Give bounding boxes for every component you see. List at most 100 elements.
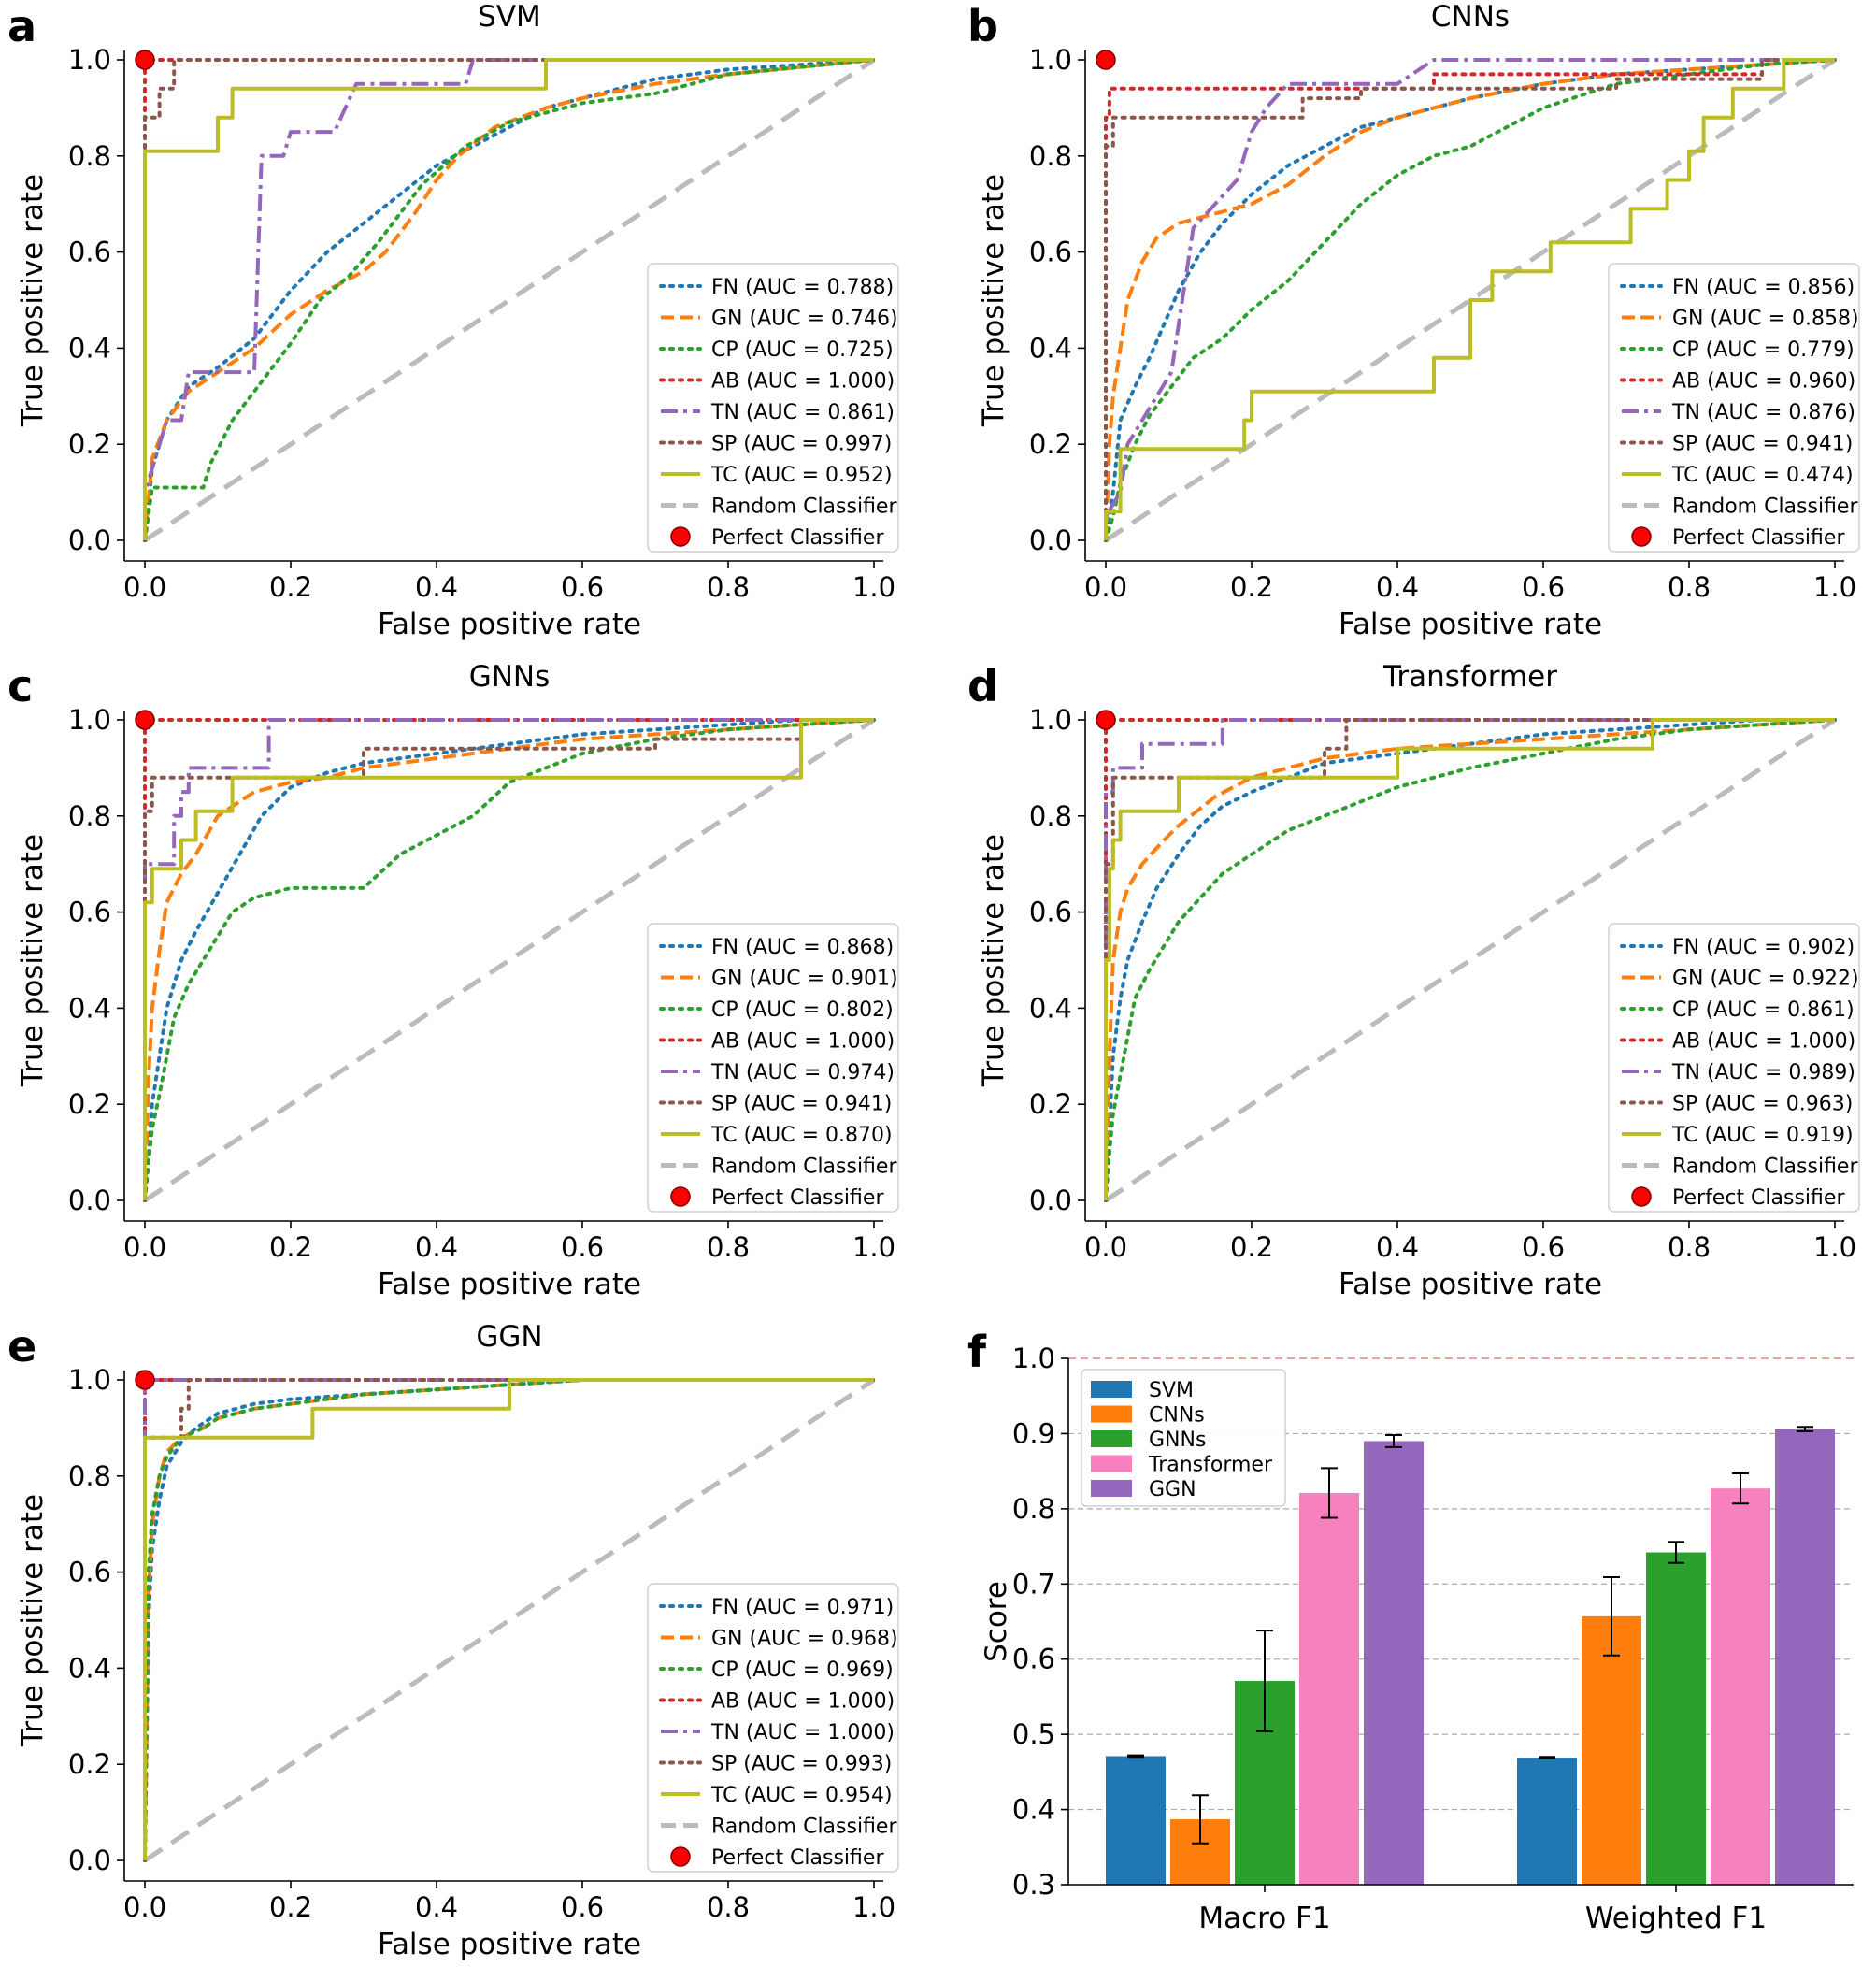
y-axis-label: True positive rate — [16, 834, 50, 1087]
x-tick-label: 0.4 — [415, 1231, 458, 1263]
y-tick-label: 0.2 — [68, 1748, 111, 1780]
legend-label: Transformer — [1148, 1454, 1273, 1477]
legend-label: CP (AUC = 0.861) — [1672, 998, 1855, 1022]
random-classifier-line — [143, 1377, 876, 1863]
x-tick-label: 0.8 — [707, 1891, 750, 1923]
y-tick-label: 0.0 — [1029, 1185, 1072, 1216]
legend-label: SP (AUC = 0.963) — [1672, 1093, 1853, 1116]
legend-label: AB (AUC = 1.000) — [711, 370, 895, 394]
legend-box — [1081, 1369, 1286, 1507]
legend-label: GN (AUC = 0.901) — [711, 968, 898, 991]
y-tick-label: 0.6 — [68, 1557, 111, 1588]
panel-f: f 0.3 0.4 0.5 0.6 0.7 0.8 0.9 1.0 Macro F1 Weighte… — [967, 1327, 1854, 1935]
x-axis-label: False positive rate — [378, 1928, 641, 1961]
legend: FN (AUC = 0.788) GN (AUC = 0.746) CP (AUC … — [647, 263, 899, 553]
legend-label: Perfect Classifier — [711, 1186, 884, 1210]
x-tick-label: 0.2 — [269, 1231, 312, 1263]
x-tick-label: 0.2 — [1230, 1231, 1273, 1263]
x-axis-label: False positive rate — [1339, 608, 1602, 641]
perfect-classifier-point — [1096, 710, 1116, 730]
legend-label: SP (AUC = 0.941) — [1672, 433, 1853, 456]
roc-curve-tc — [143, 58, 874, 540]
legend-label: GNNs — [1149, 1429, 1206, 1452]
legend-label: Perfect Classifier — [711, 526, 884, 550]
panel-letter: f — [967, 1327, 987, 1377]
y-tick-label: 0.4 — [1029, 332, 1072, 364]
legend: FN (AUC = 0.868) GN (AUC = 0.901) CP (AUC … — [647, 923, 899, 1213]
x-tick-label: 0.0 — [123, 1231, 166, 1263]
y-tick-label: 0.8 — [1029, 140, 1072, 172]
y-tick-label: 0.7 — [1012, 1568, 1055, 1600]
legend-label: CP (AUC = 0.802) — [711, 998, 894, 1022]
x-tick-label: 1.0 — [852, 1891, 895, 1923]
roc-curve-cp — [1104, 58, 1837, 542]
x-tick-label: Macro F1 — [1198, 1902, 1330, 1935]
legend-swatch-perfect — [1631, 1186, 1652, 1207]
y-axis-label: Score — [980, 1581, 1013, 1662]
legend-label: CNNs — [1149, 1404, 1205, 1428]
y-tick-label: 0.8 — [68, 140, 111, 172]
y-axis-label: True positive rate — [16, 174, 50, 427]
y-tick-label: 0.4 — [68, 332, 111, 364]
perfect-classifier-point — [135, 1370, 155, 1390]
x-tick-label: 0.4 — [415, 571, 458, 603]
bar-transformer — [1711, 1488, 1770, 1885]
legend: FN (AUC = 0.856) GN (AUC = 0.858) CP (AUC … — [1608, 263, 1860, 553]
y-tick-label: 1.0 — [68, 44, 111, 76]
legend-box — [647, 263, 899, 553]
legend-label: CP (AUC = 0.725) — [711, 338, 894, 362]
panel-e: e GGN 0.0 0.2 0.4 0.6 0.8 1.0 0.0 0.2 0.4 0.6 0.8 1.0… — [7, 1320, 899, 1961]
legend-swatch-transformer — [1091, 1455, 1132, 1472]
roc-curve-tc — [1104, 58, 1835, 540]
legend: FN (AUC = 0.971) GN (AUC = 0.968) CP (AUC … — [647, 1583, 899, 1873]
y-tick-label: 0.8 — [68, 800, 111, 832]
legend-label: TC (AUC = 0.919) — [1671, 1124, 1854, 1147]
legend-label: FN (AUC = 0.788) — [711, 276, 894, 299]
legend-swatch-perfect — [1631, 526, 1652, 547]
legend-label: AB (AUC = 0.960) — [1672, 370, 1855, 394]
y-tick-label: 0.4 — [68, 992, 111, 1024]
x-axis-label: False positive rate — [378, 608, 641, 641]
roc-curve-cp — [1104, 718, 1837, 1202]
y-tick-label: 1.0 — [68, 704, 111, 736]
legend-label: Perfect Classifier — [711, 1846, 884, 1870]
y-tick-label: 1.0 — [68, 1364, 111, 1396]
roc-curve-cp — [143, 718, 876, 1202]
legend-swatch-svm — [1091, 1381, 1132, 1398]
y-axis-label: True positive rate — [977, 834, 1010, 1087]
y-axis-label: True positive rate — [16, 1494, 50, 1747]
x-tick-label: 1.0 — [852, 571, 895, 603]
roc-curve-tn — [1104, 718, 1835, 1200]
legend-label: TN (AUC = 0.861) — [710, 401, 895, 424]
legend-label: TC (AUC = 0.474) — [1671, 464, 1854, 487]
x-axis-label: False positive rate — [1339, 1268, 1602, 1301]
legend-label: GGN — [1149, 1478, 1196, 1501]
legend-label: Perfect Classifier — [1672, 526, 1845, 550]
x-tick-label: 0.8 — [707, 1231, 750, 1263]
legend-label: Random Classifier — [711, 495, 897, 519]
x-tick-label: 0.8 — [1668, 571, 1711, 603]
roc-curve-gn — [143, 718, 875, 1201]
legend-swatch-cnns — [1091, 1405, 1132, 1423]
legend-box — [647, 1583, 899, 1873]
legend-swatch-ggn — [1091, 1480, 1132, 1497]
legend: FN (AUC = 0.902) GN (AUC = 0.922) CP (AUC … — [1608, 923, 1860, 1213]
legend-label: SVM — [1149, 1379, 1194, 1402]
roc-curve-tc — [1104, 718, 1835, 1200]
legend-box — [1608, 923, 1860, 1213]
y-tick-label: 0.0 — [68, 1845, 111, 1876]
bar-svm — [1106, 1756, 1166, 1885]
legend-box — [1608, 263, 1860, 553]
y-tick-label: 0.0 — [68, 524, 111, 556]
random-classifier-line — [143, 57, 876, 543]
legend-label: FN (AUC = 0.971) — [711, 1596, 894, 1619]
legend-label: TC (AUC = 0.952) — [710, 464, 893, 487]
legend-label: GN (AUC = 0.968) — [711, 1628, 898, 1651]
y-tick-label: 0.4 — [68, 1652, 111, 1684]
perfect-classifier-point — [1096, 50, 1116, 70]
legend-label: CP (AUC = 0.969) — [711, 1658, 894, 1682]
panel-letter: a — [7, 1, 36, 51]
roc-curve-sp — [1104, 58, 1837, 542]
legend-label: TN (AUC = 1.000) — [710, 1721, 895, 1744]
